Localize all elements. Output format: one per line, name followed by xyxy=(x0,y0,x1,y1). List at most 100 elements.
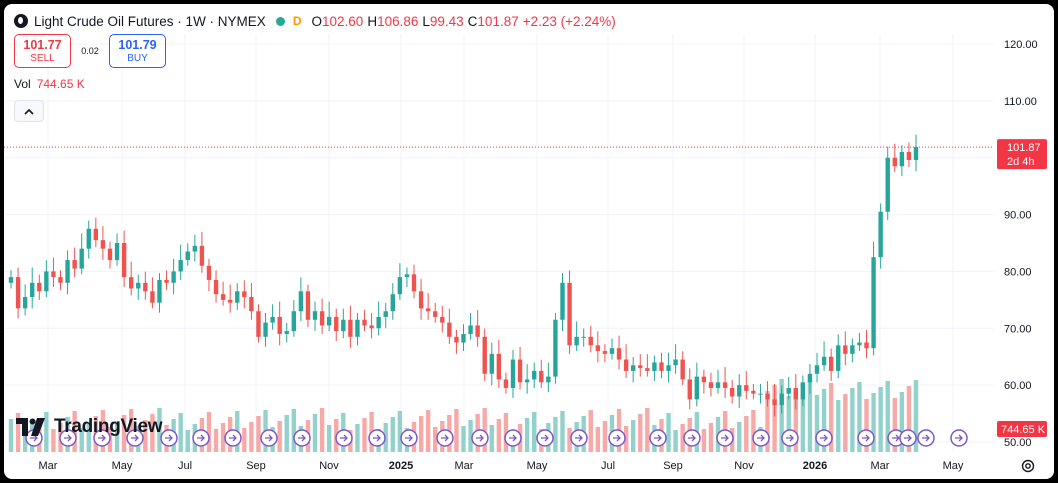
event-arrow xyxy=(476,434,484,442)
candle-body xyxy=(715,382,721,388)
event-arrow xyxy=(131,434,139,442)
candle-body xyxy=(652,362,657,371)
buy-button[interactable]: 101.79 BUY xyxy=(109,34,166,68)
candle-body xyxy=(334,316,339,332)
delayed-flag[interactable]: D xyxy=(292,14,302,28)
candle-body xyxy=(319,311,325,326)
collapse-button[interactable] xyxy=(14,100,44,122)
sell-button[interactable]: 101.77 SELL xyxy=(14,34,71,68)
price-chart[interactable]: 120.00110.00100.0090.0080.0070.0060.0050… xyxy=(4,4,1054,479)
candle-body xyxy=(220,294,226,300)
low-key: L xyxy=(422,13,430,29)
volume-bar xyxy=(390,417,395,452)
volume-bar xyxy=(744,416,749,452)
candle-body xyxy=(489,353,494,374)
candle-body xyxy=(58,277,63,283)
price-tick-label: 90.00 xyxy=(1004,210,1032,222)
event-arrow xyxy=(265,434,273,442)
volume-bar xyxy=(786,396,791,452)
candle-body xyxy=(51,271,56,278)
candle-body xyxy=(560,282,565,320)
candle-body xyxy=(418,291,424,309)
event-arrow xyxy=(441,434,449,442)
candle-body xyxy=(510,359,516,388)
candle-body xyxy=(800,382,806,400)
volume-bar xyxy=(645,408,650,452)
candle-body xyxy=(454,336,459,343)
volume-bar xyxy=(772,385,777,452)
candle-body xyxy=(906,152,912,160)
candle-body xyxy=(242,291,247,298)
spread-value: 0.02 xyxy=(81,46,99,56)
candle-body xyxy=(913,147,919,160)
candle-body xyxy=(8,277,14,283)
candle-body xyxy=(821,356,827,366)
volume-bar xyxy=(885,381,890,452)
candle-body xyxy=(616,348,622,360)
volume-bar xyxy=(503,413,509,452)
volume-bar xyxy=(673,430,678,452)
volume-bar xyxy=(8,419,14,452)
close-value: 101.87 xyxy=(477,13,519,29)
volume-bar xyxy=(121,415,127,452)
candle-body xyxy=(199,245,205,266)
gear-icon[interactable] xyxy=(1020,458,1036,474)
candle-body xyxy=(298,291,304,312)
candle-body xyxy=(129,277,134,289)
close-key: C xyxy=(467,13,478,29)
event-arrow xyxy=(405,434,413,442)
candle-body xyxy=(517,359,523,383)
time-tick-label: Nov xyxy=(319,460,339,472)
candle-body xyxy=(503,379,509,388)
volume-bar xyxy=(878,387,883,452)
volume-bar xyxy=(496,419,502,452)
price-axis: 120.00110.00100.0090.0080.0070.0060.0050… xyxy=(1004,39,1038,449)
candle-body xyxy=(645,368,650,371)
event-arrow xyxy=(165,434,173,442)
candle-body xyxy=(524,379,530,383)
tradingview-logo[interactable]: TradingView xyxy=(16,416,163,438)
candle-body xyxy=(114,243,120,261)
volume-bar xyxy=(185,430,190,452)
volume-value: 744.65 K xyxy=(36,77,85,91)
logo-text: TradingView xyxy=(54,416,163,437)
candle-body xyxy=(814,365,820,374)
symbol-title[interactable]: Light Crude Oil Futures · 1W · NYMEX xyxy=(34,13,266,29)
volume-bar xyxy=(291,409,297,452)
candle-body xyxy=(609,348,615,354)
time-tick-label: Mar xyxy=(455,460,474,472)
candle-body xyxy=(751,390,756,394)
time-axis: Mar May Jul Sep Nov 2025 Mar May Jul Sep Nov 2026 Ma… xyxy=(39,460,964,472)
volume-bar xyxy=(737,422,742,452)
chart-frame: 120.00110.00100.0090.0080.0070.0060.0050… xyxy=(4,4,1054,479)
time-tick-label: Jul xyxy=(601,460,615,472)
event-arrow xyxy=(688,434,696,442)
volume-bar xyxy=(871,393,876,452)
event-arrow xyxy=(197,434,205,442)
volume-bar xyxy=(666,413,671,452)
volume-bar xyxy=(362,418,367,452)
candle-body xyxy=(100,240,106,249)
time-tick-label: Sep xyxy=(246,460,266,472)
candle-body xyxy=(93,228,99,241)
candle-body xyxy=(623,359,629,371)
event-arrow xyxy=(340,434,348,442)
grid-lines xyxy=(4,34,994,452)
event-arrow xyxy=(98,434,106,442)
candle-body xyxy=(878,211,883,258)
symbol-header: Light Crude Oil Futures · 1W · NYMEX D O… xyxy=(14,10,620,32)
market-status-dot[interactable] xyxy=(275,16,285,26)
candle-body xyxy=(765,393,770,400)
countdown-label: 2d 4h xyxy=(1007,156,1035,168)
high-value: 106.86 xyxy=(377,13,419,29)
candle-body xyxy=(899,152,905,167)
candle-body xyxy=(722,382,728,388)
candle-body xyxy=(164,279,169,283)
open-value: 102.60 xyxy=(322,13,364,29)
event-arrow xyxy=(904,434,912,442)
candle-body xyxy=(227,299,233,303)
candle-body xyxy=(284,331,289,334)
volume-bar xyxy=(524,418,530,452)
candle-body xyxy=(143,282,148,292)
candle-body xyxy=(737,385,742,397)
